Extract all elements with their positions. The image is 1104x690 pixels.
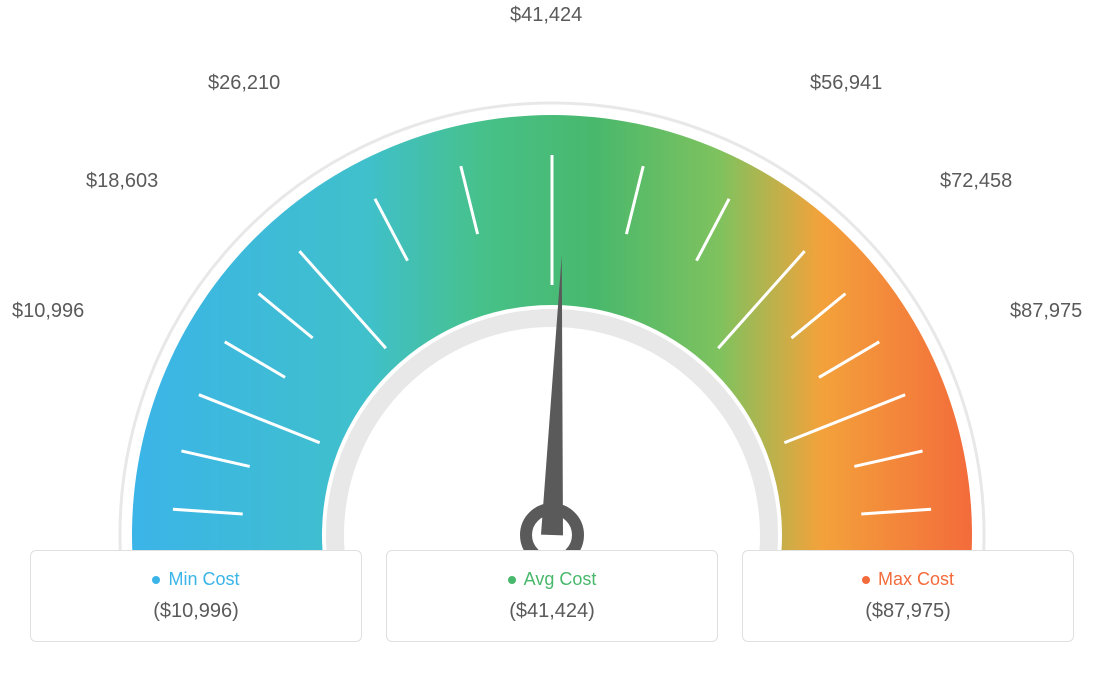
legend-avg-value: ($41,424) <box>399 600 705 623</box>
legend-max-value: ($87,975) <box>755 600 1061 623</box>
legend-min-label: Min Cost <box>152 569 239 590</box>
legend-max-label: Max Cost <box>862 569 954 590</box>
gauge-chart: $10,996 $18,603 $26,210 $41,424 $56,941 $72,4… <box>0 0 1104 540</box>
gauge-tick-label: $87,975 <box>1010 300 1082 323</box>
legend-avg-label: Avg Cost <box>508 569 597 590</box>
gauge-tick-label: $18,603 <box>86 170 158 193</box>
gauge-tick-label: $72,458 <box>940 170 1012 193</box>
legend-card-max: Max Cost ($87,975) <box>742 550 1074 642</box>
gauge-tick-label: $26,210 <box>208 72 280 95</box>
legend-card-min: Min Cost ($10,996) <box>30 550 362 642</box>
gauge-tick-label: $56,941 <box>810 72 882 95</box>
legend-row: Min Cost ($10,996) Avg Cost ($41,424) Ma… <box>0 550 1104 642</box>
gauge-tick-label: $10,996 <box>12 300 84 323</box>
legend-card-avg: Avg Cost ($41,424) <box>386 550 718 642</box>
legend-min-value: ($10,996) <box>43 600 349 623</box>
gauge-tick-label: $41,424 <box>510 4 582 27</box>
gauge-svg <box>0 0 1104 550</box>
